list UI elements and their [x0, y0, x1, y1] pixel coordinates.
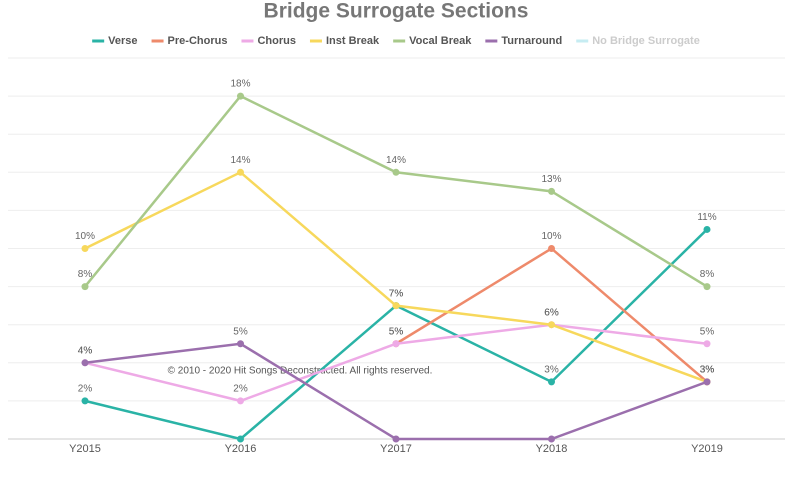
data-label: 13% — [541, 174, 561, 185]
data-label: 5% — [389, 326, 404, 337]
legend: Verse Pre-Chorus Chorus Inst Break Vocal Bre… — [92, 35, 700, 47]
legend-label: Inst Break — [326, 35, 380, 47]
data-label: 11% — [697, 212, 716, 223]
data-point — [703, 378, 711, 386]
data-point — [548, 245, 555, 252]
data-label: 4% — [78, 345, 93, 356]
data-point — [392, 168, 400, 176]
legend-label: Pre-Chorus — [168, 35, 228, 47]
data-label: 5% — [233, 326, 248, 337]
data-label: 4% — [78, 345, 93, 356]
data-point — [548, 435, 555, 443]
data-point — [392, 340, 400, 348]
data-label: 3% — [700, 364, 715, 375]
data-point — [81, 397, 89, 405]
data-label: 7% — [389, 288, 404, 299]
data-label: 3% — [700, 364, 715, 375]
x-tick-label: Y2017 — [380, 443, 412, 455]
data-label: 10% — [75, 231, 95, 242]
legend-label: Vocal Break — [409, 35, 472, 47]
x-tick-label: Y2016 — [225, 443, 257, 455]
data-point — [703, 283, 711, 291]
legend-label: Turnaround — [501, 35, 562, 47]
data-label: 6% — [544, 307, 559, 318]
data-point — [392, 435, 400, 443]
data-label: 5% — [389, 326, 404, 337]
data-label: 6% — [544, 307, 559, 318]
series-line — [84, 94, 708, 288]
data-label: 14% — [386, 155, 406, 166]
x-tick-label: Y2019 — [691, 443, 723, 455]
x-tick-label: Y2015 — [69, 443, 101, 455]
x-tick-label: Y2018 — [536, 443, 568, 455]
data-point — [548, 321, 555, 329]
data-label: 18% — [230, 79, 250, 90]
data-point — [392, 302, 400, 310]
data-label: 3% — [544, 364, 559, 375]
legend-label: Verse — [108, 35, 137, 47]
legend-label: Chorus — [257, 35, 296, 47]
data-point — [703, 225, 711, 233]
copyright: © 2010 - 2020 Hit Songs Deconstructed. A… — [168, 366, 433, 377]
value-labels: 2%7%3%11%5%10%3%4%2%5%6%5%10%14%7%6%3%8%… — [75, 79, 717, 395]
data-point — [81, 245, 89, 252]
data-point — [81, 359, 89, 367]
data-point — [81, 283, 89, 291]
data-label: 8% — [700, 269, 715, 280]
data-label: 8% — [78, 269, 93, 280]
legend-label: No Bridge Surrogate — [592, 35, 700, 47]
data-point — [703, 340, 711, 348]
chart-title: Bridge Surrogate Sections — [264, 0, 529, 23]
data-label: 3% — [700, 364, 715, 375]
data-point — [237, 397, 244, 405]
data-point — [237, 92, 244, 100]
data-point — [237, 168, 244, 176]
data-point — [548, 378, 555, 386]
data-label: 14% — [230, 155, 250, 166]
data-point — [548, 187, 555, 195]
data-label: 7% — [389, 288, 404, 299]
data-label: 2% — [78, 384, 93, 395]
data-point — [237, 340, 244, 348]
data-label: 10% — [541, 231, 561, 242]
data-label: 5% — [700, 326, 715, 337]
grid — [8, 57, 785, 440]
data-label: 2% — [233, 384, 248, 395]
data-point — [237, 435, 244, 443]
